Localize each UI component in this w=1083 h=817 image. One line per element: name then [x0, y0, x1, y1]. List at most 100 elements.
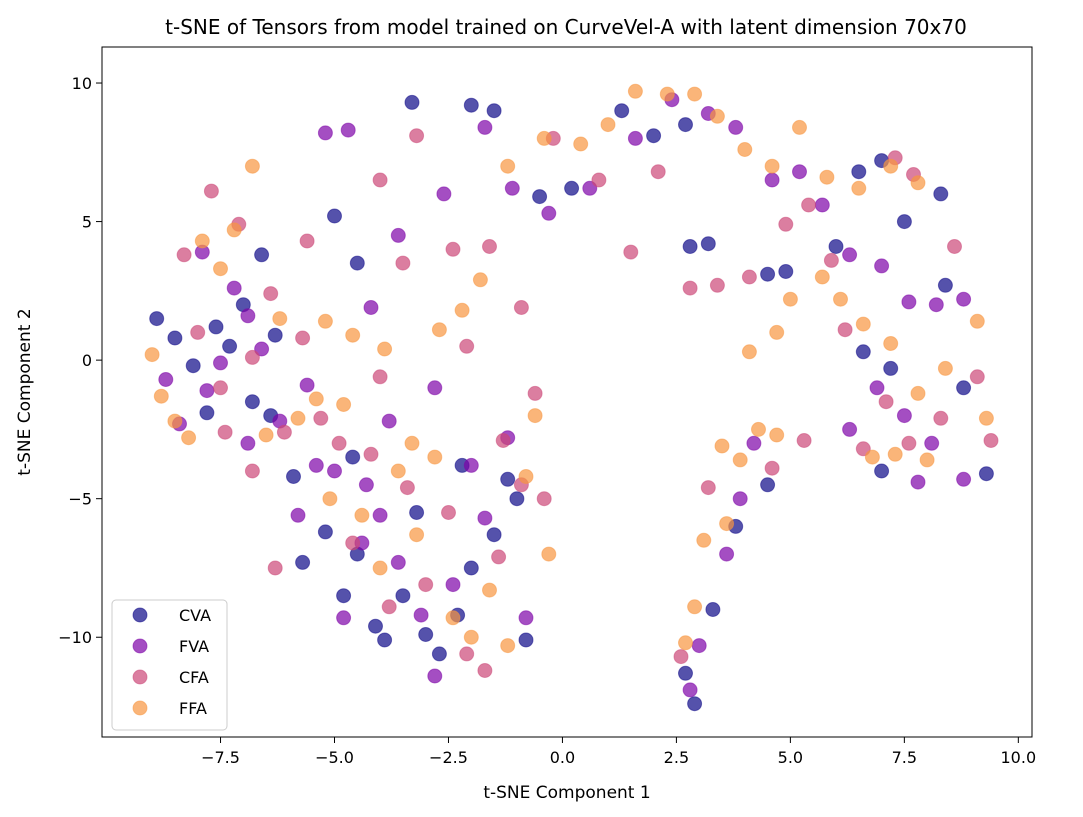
point-ffa-9 — [272, 311, 288, 327]
point-fva-8 — [290, 507, 306, 523]
point-fva-37 — [814, 197, 830, 213]
y-tick-label: 0 — [82, 351, 92, 370]
point-fva-54 — [381, 413, 397, 429]
point-cva-1 — [167, 330, 183, 346]
y-tick-label: 5 — [82, 213, 92, 232]
point-cva-25 — [349, 255, 365, 271]
point-cva-28 — [486, 103, 502, 119]
point-fva-13 — [372, 507, 388, 523]
point-cva-33 — [678, 117, 693, 133]
point-ffa-54 — [919, 452, 935, 468]
point-ffa-21 — [482, 582, 497, 598]
point-fva-26 — [436, 186, 452, 202]
point-cfa-15 — [418, 577, 434, 593]
point-cva-49 — [760, 477, 776, 493]
point-cva-53 — [705, 602, 721, 617]
point-cfa-16 — [441, 505, 456, 520]
point-ffa-18 — [427, 449, 443, 465]
point-fva-22 — [317, 125, 333, 141]
y-axis-title: t-SNE Component 2 — [15, 308, 35, 475]
point-ffa-14 — [354, 507, 370, 523]
point-fva-44 — [869, 380, 885, 396]
point-cfa-40 — [901, 435, 917, 451]
point-fva-3 — [213, 355, 228, 371]
point-cfa-58 — [495, 433, 511, 448]
point-fva-24 — [363, 300, 379, 315]
point-ffa-46 — [814, 269, 830, 285]
point-cfa-28 — [591, 172, 607, 188]
point-cfa-0 — [176, 247, 192, 263]
point-fva-45 — [896, 408, 912, 424]
point-cva-2 — [185, 358, 201, 374]
point-ffa-63 — [769, 427, 785, 443]
point-cva-8 — [267, 327, 283, 343]
point-cva-47 — [978, 466, 994, 482]
point-cva-41 — [896, 214, 912, 230]
point-fva-58 — [199, 383, 215, 399]
point-ffa-58 — [769, 324, 785, 340]
point-fva-16 — [427, 668, 443, 684]
point-cva-32 — [646, 128, 662, 144]
x-tick-label: 5.0 — [778, 748, 803, 767]
point-fva-51 — [719, 546, 735, 562]
point-ffa-34 — [600, 117, 616, 133]
point-fva-43 — [842, 421, 858, 437]
point-ffa-17 — [409, 527, 425, 543]
point-ffa-6 — [226, 222, 242, 238]
point-ffa-44 — [883, 158, 899, 174]
point-cfa-24 — [445, 241, 461, 257]
point-cfa-7 — [276, 424, 292, 440]
point-fva-6 — [254, 341, 270, 357]
point-ffa-65 — [696, 532, 712, 548]
point-cva-20 — [463, 560, 479, 576]
point-cfa-47 — [796, 433, 812, 448]
point-fva-31 — [627, 130, 643, 146]
point-cva-31 — [614, 103, 630, 119]
plot-frame — [101, 46, 1033, 738]
point-cva-3 — [208, 319, 224, 335]
y-tick-label: −10 — [58, 628, 92, 647]
point-fva-41 — [928, 297, 944, 313]
point-ffa-49 — [883, 336, 899, 351]
point-ffa-20 — [463, 629, 479, 645]
point-cva-35 — [700, 236, 716, 252]
point-fva-40 — [901, 294, 917, 310]
point-cfa-9 — [313, 410, 329, 426]
point-ffa-23 — [518, 469, 534, 484]
point-ffa-62 — [751, 421, 766, 437]
point-cfa-35 — [801, 197, 817, 213]
point-ffa-40 — [764, 158, 780, 174]
point-cva-54 — [509, 491, 525, 507]
legend: CVA FVA CFA FFA — [111, 599, 228, 731]
point-cfa-8 — [295, 330, 311, 346]
point-ffa-37 — [687, 86, 703, 102]
point-cfa-5 — [244, 463, 260, 479]
point-cfa-37 — [837, 322, 853, 338]
point-cfa-36 — [823, 252, 839, 268]
point-fva-56 — [299, 377, 315, 393]
point-fva-17 — [445, 577, 461, 593]
point-cva-23 — [518, 632, 534, 648]
point-cfa-3 — [217, 424, 233, 440]
legend-marker-cfa — [132, 669, 148, 685]
x-tick-label: −5.0 — [315, 748, 354, 767]
point-cva-29 — [532, 189, 548, 205]
point-ffa-33 — [573, 136, 589, 152]
point-cfa-29 — [623, 244, 639, 260]
point-ffa-13 — [336, 397, 352, 412]
point-cva-38 — [828, 239, 844, 254]
point-ffa-2 — [167, 413, 183, 429]
point-cfa-55 — [244, 349, 260, 365]
point-cva-45 — [883, 360, 899, 376]
point-cva-17 — [418, 627, 434, 642]
point-ffa-8 — [258, 427, 274, 443]
y-axis: 10 5 0 −5 −10 — [58, 74, 102, 647]
point-fva-21 — [518, 610, 534, 626]
point-cva-18 — [431, 646, 447, 662]
point-ffa-4 — [194, 233, 210, 249]
legend-marker-fva — [132, 638, 148, 654]
point-cva-0 — [149, 311, 165, 327]
point-cfa-17 — [459, 646, 475, 662]
point-fva-23 — [340, 122, 356, 138]
point-ffa-45 — [910, 175, 926, 191]
